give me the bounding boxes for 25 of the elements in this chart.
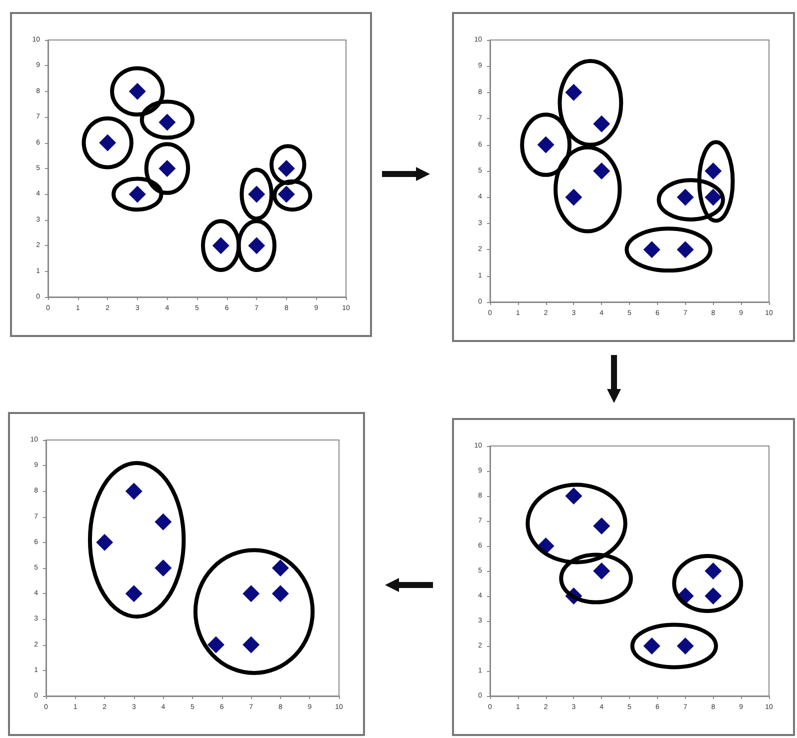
point — [643, 241, 660, 258]
point — [593, 162, 610, 180]
point — [565, 188, 582, 206]
point — [676, 241, 694, 258]
point — [242, 585, 260, 602]
point — [704, 188, 722, 206]
point — [593, 562, 610, 580]
point — [643, 638, 660, 654]
point — [154, 560, 172, 576]
point — [272, 560, 289, 576]
point — [565, 84, 582, 101]
point — [704, 562, 722, 580]
point — [704, 162, 722, 180]
point — [125, 482, 142, 500]
point — [96, 534, 114, 551]
point — [242, 636, 260, 654]
point — [154, 513, 172, 530]
point — [704, 588, 722, 604]
point — [272, 585, 289, 602]
point — [207, 636, 224, 654]
point — [593, 115, 610, 132]
point — [593, 518, 610, 534]
point — [565, 488, 582, 504]
point — [125, 585, 142, 602]
point — [676, 638, 694, 654]
